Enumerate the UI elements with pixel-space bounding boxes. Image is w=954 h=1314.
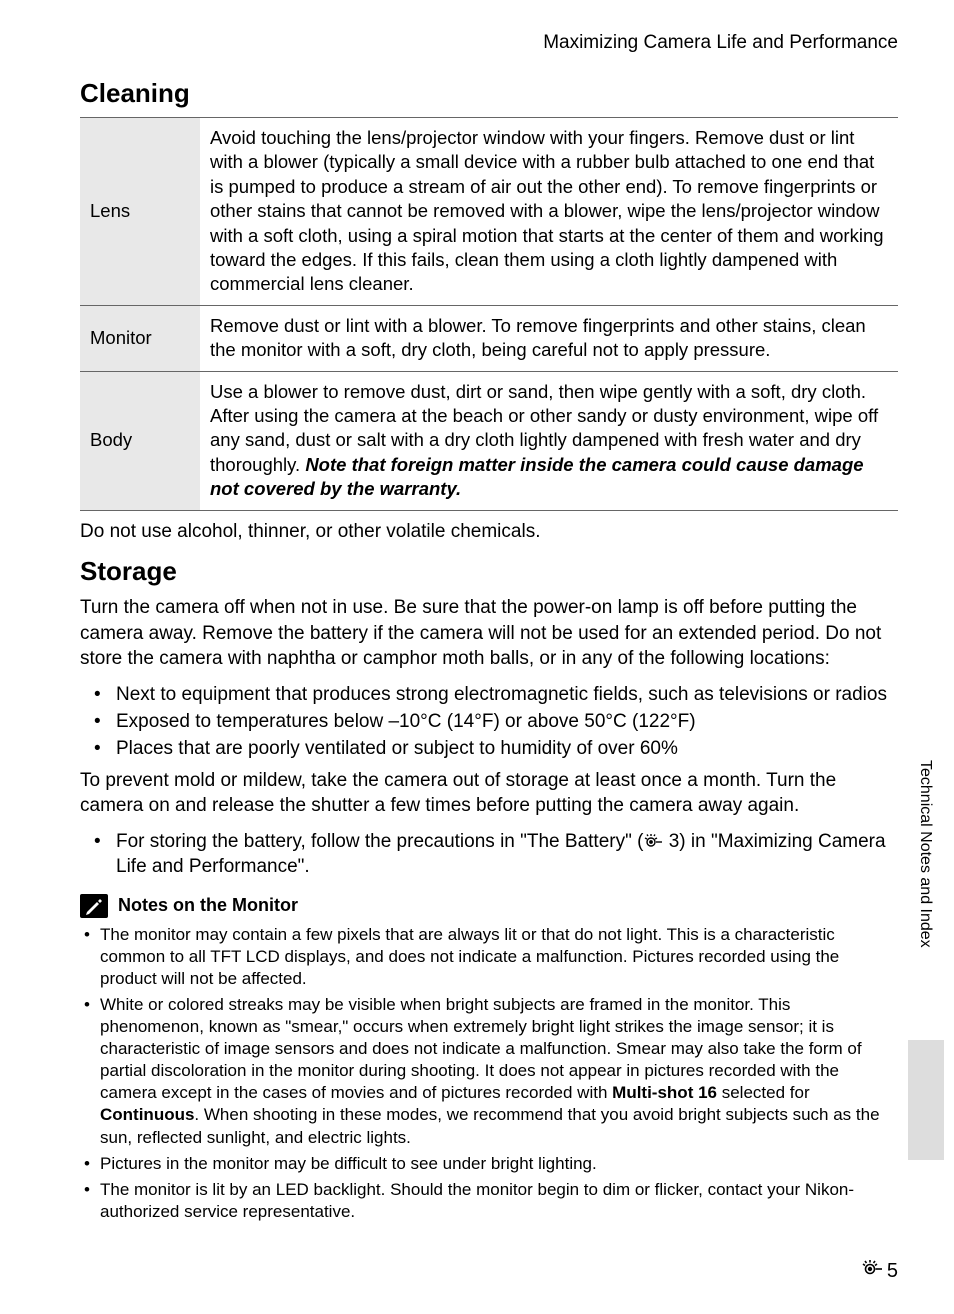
cleaning-footnote: Do not use alcohol, thinner, or other vo… [80, 519, 898, 544]
battery-pre: For storing the battery, follow the prec… [116, 831, 643, 852]
notes-title: Notes on the Monitor [118, 895, 298, 916]
cleaning-text-lens: Avoid touching the lens/projector window… [200, 118, 898, 306]
cleaning-label-lens: Lens [80, 118, 200, 306]
cleaning-text-monitor: Remove dust or lint with a blower. To re… [200, 305, 898, 371]
storage-para2: To prevent mold or mildew, take the came… [80, 768, 898, 819]
notes-list: The monitor may contain a few pixels tha… [80, 924, 898, 1223]
cleaning-label-body: Body [80, 371, 200, 510]
storage-bullet-list: Next to equipment that produces strong e… [80, 682, 898, 762]
note-bold-continuous: Continuous [100, 1105, 194, 1124]
list-item: Next to equipment that produces strong e… [80, 682, 898, 707]
list-item: The monitor may contain a few pixels tha… [80, 924, 898, 990]
note-smear-mid: selected for [717, 1083, 810, 1102]
cleaning-label-monitor: Monitor [80, 305, 200, 371]
list-item: Places that are poorly ventilated or sub… [80, 736, 898, 761]
list-item: Exposed to temperatures below –10°C (14°… [80, 709, 898, 734]
page-reference-icon [861, 1258, 883, 1284]
storage-intro: Turn the camera off when not in use. Be … [80, 595, 898, 671]
side-tab-label: Technical Notes and Index [916, 760, 934, 948]
table-row: Lens Avoid touching the lens/projector w… [80, 118, 898, 306]
table-row: Monitor Remove dust or lint with a blowe… [80, 305, 898, 371]
header-section-title: Maximizing Camera Life and Performance [80, 32, 898, 54]
notes-header: Notes on the Monitor [80, 894, 898, 918]
pencil-note-icon [80, 894, 108, 918]
side-tab-marker [908, 1040, 944, 1160]
cleaning-text-body: Use a blower to remove dust, dirt or san… [200, 371, 898, 510]
list-item: For storing the battery, follow the prec… [80, 829, 898, 880]
body-text-bold: Note that foreign matter inside the came… [210, 454, 864, 499]
storage-battery-list: For storing the battery, follow the prec… [80, 829, 898, 880]
page: Maximizing Camera Life and Performance C… [0, 0, 954, 1314]
reference-icon [643, 831, 663, 852]
table-row: Body Use a blower to remove dust, dirt o… [80, 371, 898, 510]
page-number: 5 [861, 1258, 898, 1284]
storage-heading: Storage [80, 556, 898, 587]
note-smear-post: . When shooting in these modes, we recom… [100, 1105, 880, 1146]
list-item: Pictures in the monitor may be difficult… [80, 1153, 898, 1175]
list-item: White or colored streaks may be visible … [80, 994, 898, 1149]
note-bold-multishot: Multi-shot 16 [612, 1083, 717, 1102]
list-item: The monitor is lit by an LED backlight. … [80, 1179, 898, 1223]
page-number-value: 5 [887, 1260, 898, 1283]
cleaning-heading: Cleaning [80, 78, 898, 109]
cleaning-table: Lens Avoid touching the lens/projector w… [80, 117, 898, 511]
